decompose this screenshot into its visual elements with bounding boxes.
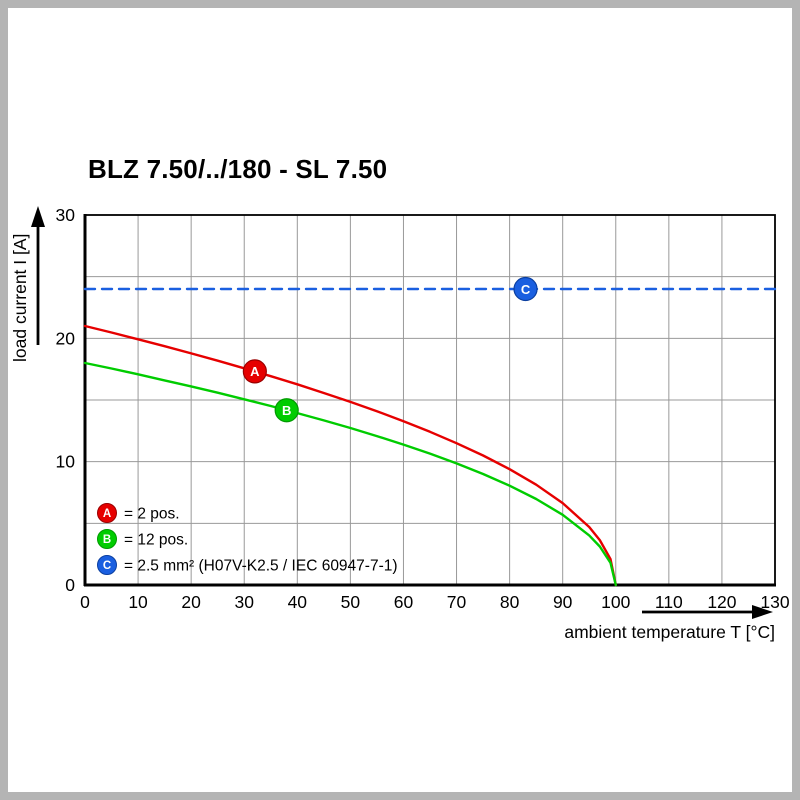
x-tick-label: 80 [500,592,520,612]
x-tick-label: 10 [128,592,148,612]
x-axis-label: ambient temperature T [°C] [564,622,775,642]
legend-marker-B [97,529,117,549]
y-tick-label: 30 [56,205,76,225]
curve-A [83,324,617,587]
y-tick-label: 10 [56,452,76,472]
x-tick-label: 130 [760,592,789,612]
curve-B [83,361,617,587]
legend-marker-A [97,503,117,523]
marker-C [513,276,538,302]
chart-title: BLZ 7.50/../180 - SL 7.50 [88,154,388,184]
x-tick-label: 120 [707,592,736,612]
marker-B [274,398,299,423]
x-tick-label: 20 [181,592,201,612]
legend-text-C: = 2.5 mm² (H07V-K2.5 / IEC 60947-7-1) [124,558,398,575]
x-tick-label: 100 [601,592,630,612]
legend-text-A: = 2 pos. [124,506,180,523]
marker-letter-B: B [282,403,291,418]
legend-letter-A: A [103,508,111,520]
legend-letter-C: C [103,560,111,572]
y-axis-arrow-head [31,206,45,227]
x-tick-label: 60 [394,592,414,612]
legend-marker-C [97,555,117,575]
legend-text-B: = 12 pos. [124,532,188,549]
x-tick-label: 40 [288,592,308,612]
x-tick-label: 0 [80,592,90,612]
x-axis-arrow-head [752,605,773,619]
x-tick-label: 110 [655,592,683,612]
marker-letter-A: A [250,364,260,379]
x-tick-label: 30 [234,592,254,612]
legend-letter-B: B [103,534,111,546]
y-axis-label: load current I [A] [10,233,30,362]
x-tick-label: 90 [553,592,573,612]
x-tick-label: 70 [447,592,467,612]
marker-letter-C: C [521,282,531,297]
y-tick-label: 0 [65,575,75,595]
x-tick-label: 50 [341,592,361,612]
marker-A [242,359,267,384]
y-tick-label: 20 [56,328,76,348]
